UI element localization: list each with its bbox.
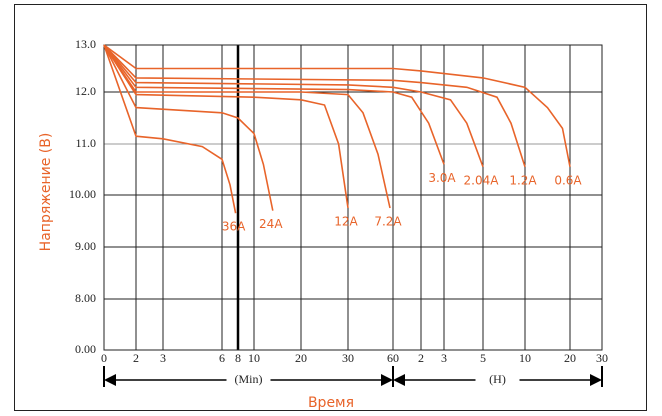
discharge-curve — [103, 44, 445, 165]
plot-border — [103, 44, 603, 351]
curve-label: 2.04A — [464, 173, 500, 187]
x-tick-label: 3 — [160, 351, 166, 365]
curve-label: 24A — [259, 217, 283, 231]
group-label: (H) — [489, 372, 506, 386]
y-tick-label: 9.00 — [75, 239, 96, 253]
x-tick-label: 0 — [101, 351, 107, 365]
discharge-curve — [103, 44, 571, 168]
curve-label: 1.2A — [509, 173, 537, 187]
x-tick-label: 30 — [342, 351, 354, 365]
discharge-curve — [103, 44, 526, 168]
x-tick-label: 20 — [295, 351, 307, 365]
arrow-head — [381, 374, 393, 386]
curve-label: 36A — [222, 220, 246, 234]
x-tick-label: 10 — [248, 351, 260, 365]
arrow-head — [590, 374, 602, 386]
x-tick-label: 30 — [596, 351, 608, 365]
x-tick-label: 20 — [564, 351, 576, 365]
discharge-curve — [103, 44, 484, 168]
x-tick-label: 2 — [133, 351, 139, 365]
x-tick-label: 5 — [480, 351, 486, 365]
curve-label: 7.2A — [374, 215, 402, 229]
y-tick-label: 12.0 — [75, 84, 96, 98]
discharge-curve — [103, 44, 349, 209]
arrow-head — [393, 374, 405, 386]
x-tick-label: 2 — [418, 351, 424, 365]
x-tick-label: 60 — [387, 351, 399, 365]
y-tick-label: 0.00 — [75, 342, 96, 356]
x-tick-label: 10 — [519, 351, 531, 365]
y-axis-title: Напряжение (B) — [38, 133, 54, 252]
curve-label: 12A — [334, 215, 358, 229]
discharge-curve — [103, 44, 391, 209]
frame — [14, 4, 647, 411]
y-tick-label: 8.00 — [75, 291, 96, 305]
x-tick-label: 8 — [235, 351, 241, 365]
curve-label: 3.0A — [428, 171, 456, 185]
arrow-head — [104, 374, 116, 386]
discharge-curve — [103, 44, 237, 214]
x-tick-label: 6 — [219, 351, 225, 365]
discharge-curve — [103, 44, 274, 211]
x-tick-label: 3 — [441, 351, 447, 365]
x-axis-title: Время — [308, 395, 354, 411]
y-tick-label: 10.00 — [69, 187, 96, 201]
y-tick-label: 13.0 — [75, 37, 96, 51]
group-label: (Min) — [235, 372, 263, 386]
y-tick-label: 11.0 — [75, 136, 96, 150]
curve-label: 0.6A — [554, 173, 582, 187]
